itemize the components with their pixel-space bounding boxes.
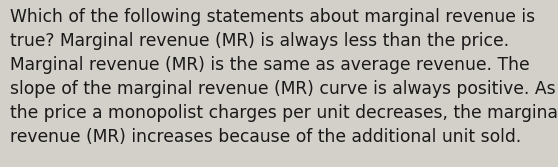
Text: Which of the following statements about marginal revenue is
true? Marginal reven: Which of the following statements about … — [10, 8, 558, 146]
